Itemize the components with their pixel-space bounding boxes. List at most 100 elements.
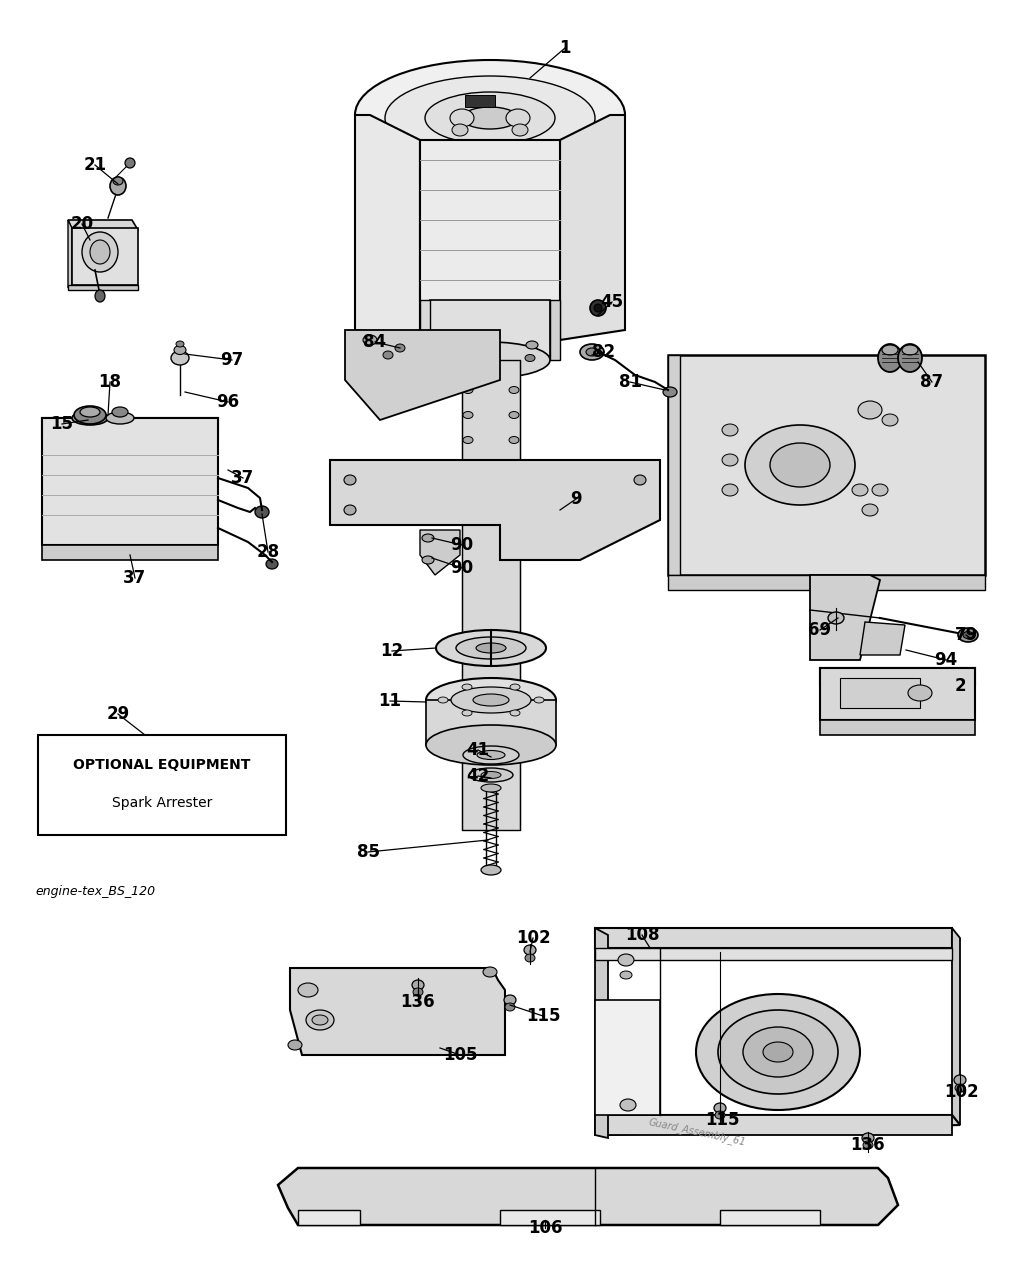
Text: 94: 94	[934, 652, 957, 669]
Ellipse shape	[463, 746, 519, 764]
Ellipse shape	[714, 1103, 726, 1113]
Ellipse shape	[908, 685, 932, 701]
Ellipse shape	[586, 348, 598, 356]
Polygon shape	[42, 544, 218, 560]
Text: 29: 29	[106, 705, 130, 723]
Ellipse shape	[509, 412, 519, 418]
Text: 69: 69	[808, 621, 831, 639]
Ellipse shape	[862, 504, 878, 516]
Ellipse shape	[745, 425, 855, 505]
Ellipse shape	[344, 476, 356, 484]
Text: 87: 87	[921, 374, 943, 391]
Text: 45: 45	[600, 293, 624, 311]
Text: 9: 9	[570, 490, 582, 507]
Ellipse shape	[438, 697, 449, 703]
Ellipse shape	[509, 436, 519, 444]
Text: 96: 96	[216, 393, 240, 411]
Ellipse shape	[525, 354, 535, 362]
Polygon shape	[860, 622, 905, 655]
Ellipse shape	[462, 107, 518, 129]
Ellipse shape	[362, 335, 377, 346]
Ellipse shape	[743, 1026, 813, 1077]
Ellipse shape	[110, 177, 126, 195]
Ellipse shape	[620, 1099, 636, 1111]
Ellipse shape	[722, 425, 738, 436]
Ellipse shape	[442, 340, 454, 349]
Text: 1: 1	[559, 40, 570, 57]
Ellipse shape	[106, 412, 134, 425]
Ellipse shape	[463, 487, 473, 493]
Ellipse shape	[512, 124, 528, 136]
Polygon shape	[430, 300, 550, 360]
Ellipse shape	[898, 344, 922, 372]
Text: 18: 18	[98, 374, 122, 391]
Ellipse shape	[74, 405, 106, 425]
Ellipse shape	[505, 1003, 515, 1011]
Ellipse shape	[113, 177, 123, 185]
Ellipse shape	[395, 344, 406, 352]
Ellipse shape	[383, 351, 393, 360]
Polygon shape	[595, 1116, 952, 1135]
Ellipse shape	[510, 710, 520, 717]
Ellipse shape	[477, 751, 505, 760]
Ellipse shape	[722, 454, 738, 465]
Text: 20: 20	[71, 215, 93, 233]
Bar	[465, 96, 495, 107]
Ellipse shape	[770, 442, 830, 487]
Text: 85: 85	[356, 843, 380, 861]
Text: 102: 102	[516, 929, 550, 947]
Text: 81: 81	[618, 374, 641, 391]
Ellipse shape	[858, 402, 882, 419]
Polygon shape	[420, 140, 560, 340]
Ellipse shape	[481, 771, 501, 779]
Ellipse shape	[72, 411, 108, 425]
Polygon shape	[420, 530, 460, 575]
Text: 15: 15	[50, 414, 74, 434]
Polygon shape	[810, 575, 880, 660]
Text: 108: 108	[625, 926, 659, 944]
Ellipse shape	[481, 784, 501, 792]
Ellipse shape	[306, 1010, 334, 1030]
Ellipse shape	[451, 687, 531, 713]
Ellipse shape	[462, 710, 472, 717]
Ellipse shape	[481, 864, 501, 875]
Polygon shape	[550, 300, 560, 360]
Ellipse shape	[958, 629, 978, 643]
Ellipse shape	[469, 768, 513, 782]
Ellipse shape	[620, 972, 632, 979]
Ellipse shape	[462, 683, 472, 690]
Ellipse shape	[763, 1042, 793, 1062]
Text: 97: 97	[220, 351, 244, 368]
Ellipse shape	[463, 462, 473, 468]
Ellipse shape	[176, 340, 184, 347]
Ellipse shape	[594, 303, 602, 312]
Polygon shape	[68, 221, 72, 288]
Polygon shape	[420, 300, 430, 360]
Ellipse shape	[463, 412, 473, 418]
Ellipse shape	[298, 983, 318, 997]
Ellipse shape	[422, 534, 434, 542]
Ellipse shape	[463, 436, 473, 444]
Text: Guard_Assembly_61: Guard_Assembly_61	[648, 1117, 748, 1148]
Text: 115: 115	[705, 1111, 739, 1128]
Text: 90: 90	[451, 536, 473, 555]
Ellipse shape	[634, 476, 646, 484]
Polygon shape	[595, 1000, 660, 1116]
Ellipse shape	[663, 388, 677, 397]
Text: OPTIONAL EQUIPMENT: OPTIONAL EQUIPMENT	[74, 759, 251, 771]
Text: 2: 2	[954, 677, 966, 695]
Polygon shape	[668, 354, 985, 575]
Ellipse shape	[580, 344, 604, 360]
Polygon shape	[595, 1116, 961, 1135]
Text: 37: 37	[231, 469, 255, 487]
Ellipse shape	[425, 92, 555, 144]
Ellipse shape	[862, 1133, 874, 1142]
Ellipse shape	[504, 994, 516, 1005]
Polygon shape	[290, 968, 505, 1054]
Ellipse shape	[509, 386, 519, 394]
Polygon shape	[42, 418, 218, 544]
Ellipse shape	[288, 1040, 302, 1051]
Ellipse shape	[95, 289, 105, 302]
Polygon shape	[72, 228, 138, 286]
Text: 84: 84	[364, 333, 387, 351]
